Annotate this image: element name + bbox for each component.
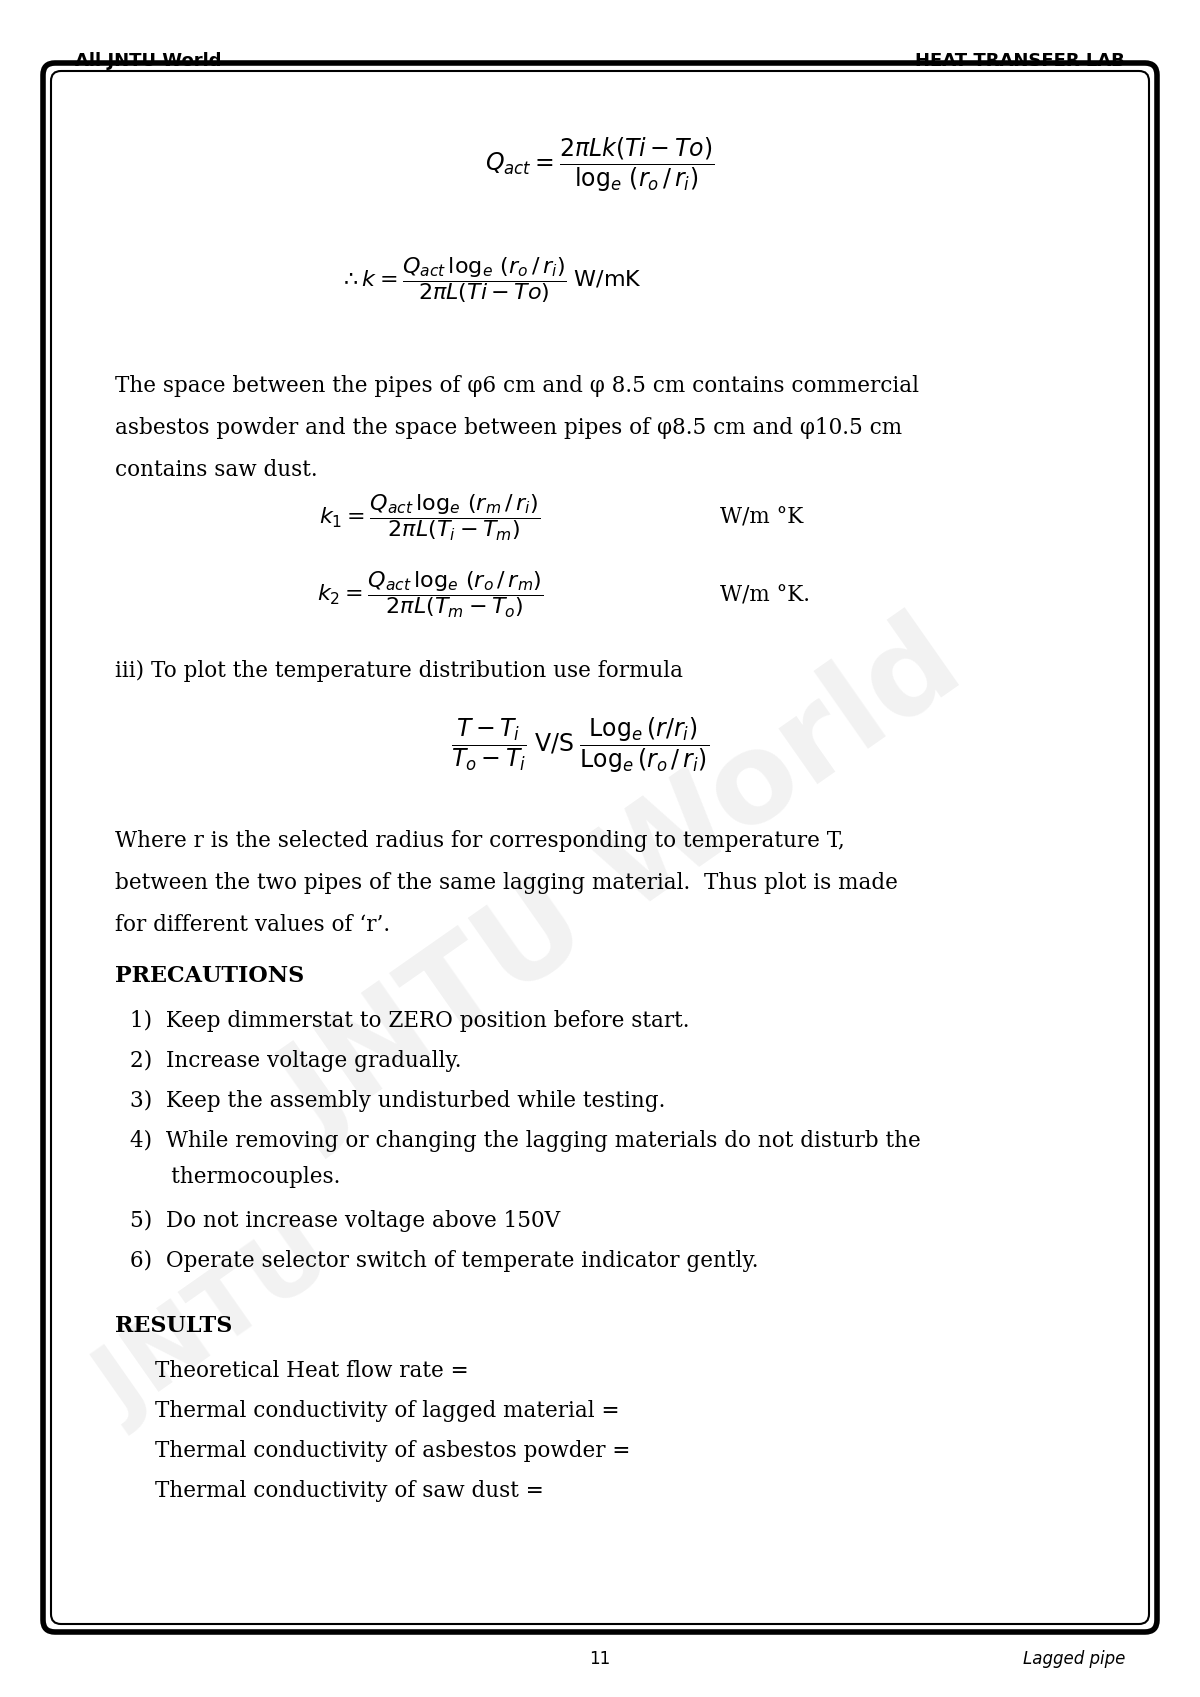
Text: 6)  Operate selector switch of temperate indicator gently.: 6) Operate selector switch of temperate … bbox=[130, 1251, 758, 1273]
Text: W/m °K.: W/m °K. bbox=[720, 584, 810, 606]
Text: Thermal conductivity of saw dust =: Thermal conductivity of saw dust = bbox=[155, 1480, 544, 1502]
Text: All JNTU World: All JNTU World bbox=[74, 53, 222, 70]
Text: 4)  While removing or changing the lagging materials do not disturb the: 4) While removing or changing the laggin… bbox=[130, 1130, 920, 1152]
Text: 3)  Keep the assembly undisturbed while testing.: 3) Keep the assembly undisturbed while t… bbox=[130, 1089, 665, 1112]
Text: Thermal conductivity of lagged material =: Thermal conductivity of lagged material … bbox=[155, 1400, 619, 1422]
Text: between the two pipes of the same lagging material.  Thus plot is made: between the two pipes of the same laggin… bbox=[115, 872, 898, 894]
Text: for different values of ‘r’.: for different values of ‘r’. bbox=[115, 915, 390, 937]
Text: $\therefore k = \dfrac{Q_{act}\,\log_e\,(r_o\,/\,r_i)}{2\pi L(Ti - To)}\;\mathrm: $\therefore k = \dfrac{Q_{act}\,\log_e\,… bbox=[338, 255, 642, 305]
Text: $k_2 = \dfrac{Q_{act}\,\log_e\,(r_o\,/\,r_m)}{2\pi L(T_m - T_o)}$: $k_2 = \dfrac{Q_{act}\,\log_e\,(r_o\,/\,… bbox=[317, 570, 544, 621]
Text: asbestos powder and the space between pipes of φ8.5 cm and φ10.5 cm: asbestos powder and the space between pi… bbox=[115, 417, 902, 440]
Text: 2)  Increase voltage gradually.: 2) Increase voltage gradually. bbox=[130, 1050, 462, 1073]
Text: The space between the pipes of φ6 cm and φ 8.5 cm contains commercial: The space between the pipes of φ6 cm and… bbox=[115, 375, 919, 397]
Text: 11: 11 bbox=[589, 1649, 611, 1668]
Text: Lagged pipe: Lagged pipe bbox=[1022, 1649, 1126, 1668]
Text: Thermal conductivity of asbestos powder =: Thermal conductivity of asbestos powder … bbox=[155, 1441, 630, 1463]
Text: iii) To plot the temperature distribution use formula: iii) To plot the temperature distributio… bbox=[115, 660, 683, 682]
Text: RESULTS: RESULTS bbox=[115, 1315, 233, 1337]
FancyBboxPatch shape bbox=[43, 63, 1157, 1633]
Text: PRECAUTIONS: PRECAUTIONS bbox=[115, 966, 305, 988]
Text: $k_1 = \dfrac{Q_{act}\,\log_e\,(r_m\,/\,r_i)}{2\pi L(T_i - T_m)}$: $k_1 = \dfrac{Q_{act}\,\log_e\,(r_m\,/\,… bbox=[319, 492, 541, 543]
Text: 5)  Do not increase voltage above 150V: 5) Do not increase voltage above 150V bbox=[130, 1210, 560, 1232]
Text: thermocouples.: thermocouples. bbox=[130, 1166, 341, 1188]
Text: 1)  Keep dimmerstat to ZERO position before start.: 1) Keep dimmerstat to ZERO position befo… bbox=[130, 1010, 690, 1032]
Text: W/m °K: W/m °K bbox=[720, 507, 803, 529]
Text: $\dfrac{T - T_i}{T_o - T_i}\;\mathrm{V/S}\;\dfrac{\mathrm{Log}_e\,(r/r_i)}{\math: $\dfrac{T - T_i}{T_o - T_i}\;\mathrm{V/S… bbox=[451, 716, 709, 776]
Text: Theoretical Heat flow rate =: Theoretical Heat flow rate = bbox=[155, 1359, 469, 1381]
Text: JNTU World: JNTU World bbox=[264, 606, 984, 1159]
Text: contains saw dust.: contains saw dust. bbox=[115, 458, 318, 480]
Text: HEAT TRANSFER LAB: HEAT TRANSFER LAB bbox=[916, 53, 1126, 70]
Text: Where r is the selected radius for corresponding to temperature T,: Where r is the selected radius for corre… bbox=[115, 830, 845, 852]
Text: $Q_{act} = \dfrac{2\pi Lk(Ti - To)}{\log_e\,(r_o\,/\,r_i)}$: $Q_{act} = \dfrac{2\pi Lk(Ti - To)}{\log… bbox=[485, 136, 715, 193]
Text: JNTU: JNTU bbox=[82, 1210, 350, 1437]
